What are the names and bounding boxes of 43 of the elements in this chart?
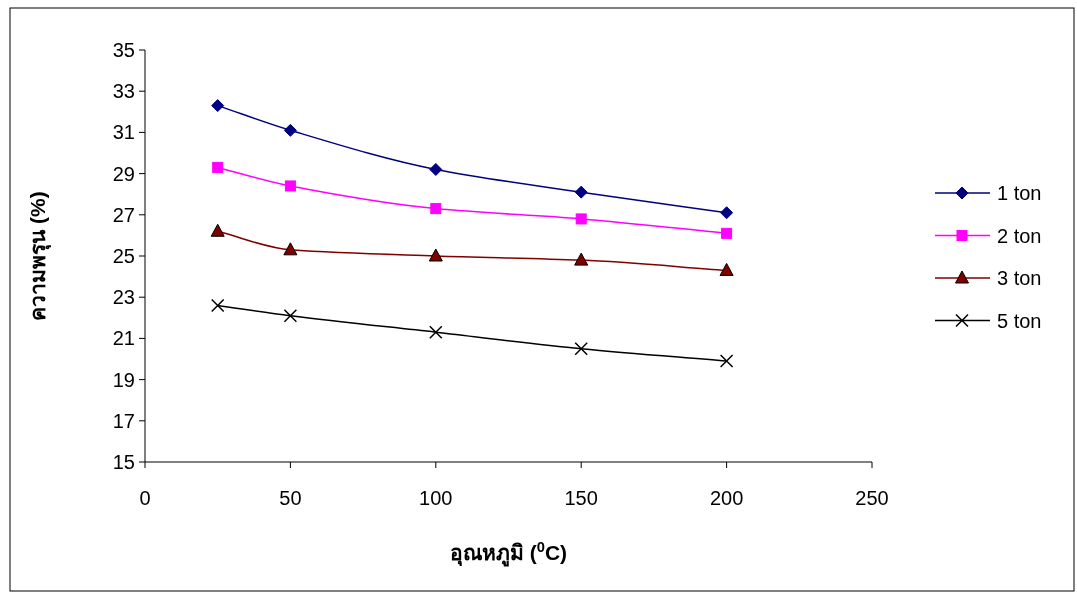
point [430,203,442,215]
point [575,213,587,225]
y-tick-label: 19 [112,368,135,391]
point [721,227,733,239]
legend-label: 2 ton [997,224,1042,247]
point [283,308,298,323]
x-tick-label: 0 [139,487,151,509]
x-tick-label: 150 [564,487,598,509]
y-tick-label: 29 [112,162,135,185]
legend-label: 1 ton [997,182,1042,204]
point [283,123,297,137]
point [212,161,224,173]
y-tick-label: 27 [112,203,135,226]
y-tick-label: 31 [112,121,135,144]
x-tick-label: 200 [709,487,744,509]
y-tick-label: 21 [112,327,135,350]
x-tick-label: 250 [855,487,889,509]
point [719,354,734,368]
y-axis-title: ความพรุน (%) [26,191,52,321]
y-tick-label: 15 [112,451,135,473]
legend-label: 3 ton [997,267,1042,289]
point [210,223,225,237]
point [574,252,589,266]
y-tick-label: 23 [112,286,135,309]
point [211,99,225,113]
y-tick-label: 17 [112,409,135,432]
point [283,242,298,256]
point [719,262,734,276]
y-tick-label: 33 [112,80,135,103]
point [210,298,225,313]
x-axis-title: อุณหภูมิ ($^{0}$C) [449,539,568,567]
y-tick-label: 25 [112,245,135,267]
x-tick-label: 50 [279,487,302,509]
point [720,206,734,220]
point [429,162,443,176]
point [574,185,588,199]
point [428,248,443,262]
point [284,180,296,192]
x-tick-label: 100 [419,487,453,509]
y-tick-label: 35 [112,39,135,61]
legend-label: 5 ton [997,309,1042,332]
point [574,341,588,356]
point [429,325,443,339]
